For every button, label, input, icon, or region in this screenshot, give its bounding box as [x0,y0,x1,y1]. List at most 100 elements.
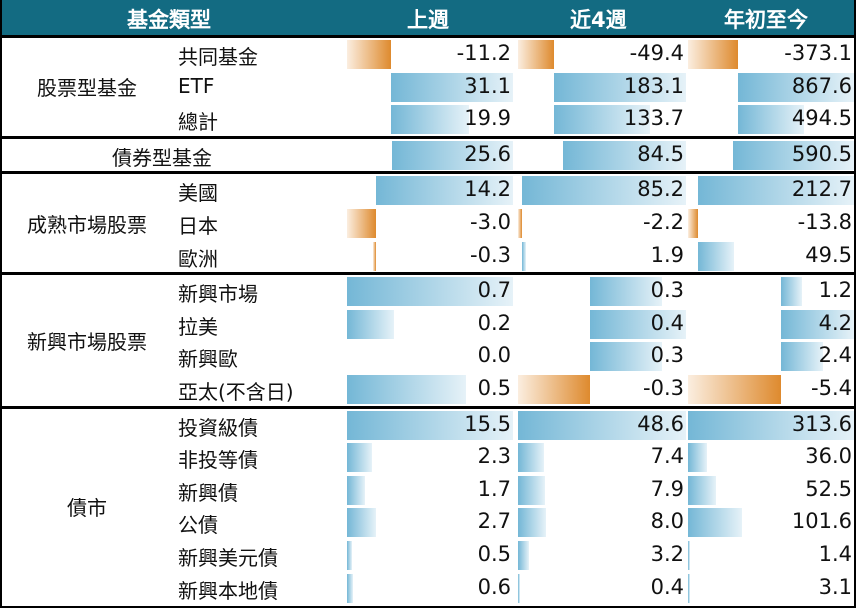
row-label: 歐洲 [178,246,218,271]
value-cell: -0.3 [347,241,513,271]
value-cell: 867.6 [688,72,854,102]
positive-data-bar [390,72,513,102]
value-text: 2.4 [818,343,852,368]
value-cell: 313.6 [688,410,854,440]
value-text: -11.2 [456,41,511,65]
positive-data-bar [347,573,354,603]
row-label: 非投等債 [178,448,258,473]
positive-data-bar [347,309,395,339]
value-cell: -3.0 [347,208,513,238]
value-text: 0.3 [650,343,684,368]
table-row: 投資級債 15.5 48.6 313.6 [2,409,854,442]
negative-data-bar [688,208,699,238]
positive-data-bar [375,176,513,206]
value-cell: -2.2 [518,208,686,238]
row-label: 新興債 [178,480,238,505]
table-row: 非投等債 2.3 7.4 36.0 [2,441,854,474]
value-text: 4.2 [818,310,852,335]
row-label: 公債 [178,513,218,538]
table-row: 債券型基金 25.6 84.5 590.5 [2,139,854,172]
value-cell: 52.5 [688,475,854,505]
row-label: 拉美 [178,314,218,339]
value-cell: 36.0 [688,443,854,473]
positive-data-bar [347,410,513,440]
row-label: 總計 [178,110,218,135]
value-text: 0.4 [650,310,684,335]
positive-data-bar [553,105,651,135]
value-cell: 494.5 [688,105,854,135]
positive-data-bar [737,105,805,135]
value-cell: 1.9 [518,241,686,271]
value-text: 52.5 [805,476,852,501]
value-text: 84.5 [637,141,684,166]
value-cell: 1.7 [347,475,513,505]
value-cell: 133.7 [518,105,686,135]
positive-data-bar [563,140,686,170]
value-cell: -11.2 [347,40,513,69]
table-row: 歐洲 -0.3 1.9 49.5 [2,240,854,273]
section: 股票型基金 共同基金 -11.2 -49.4 -373.1 ETF 31.1 183.1 867… [2,38,854,139]
value-cell: 7.9 [518,475,686,505]
header-ytd: 年初至今 [724,8,808,32]
positive-data-bar [347,508,376,538]
positive-data-bar [698,176,854,206]
row-label: 新興市場 [178,282,258,307]
value-text: 590.5 [791,141,852,166]
value-cell: 101.6 [688,508,854,538]
positive-data-bar [518,475,546,505]
value-text: 1.4 [818,541,852,566]
value-cell: 48.6 [518,410,686,440]
table-row: 公債 2.7 8.0 101.6 [2,506,854,539]
value-text: 313.6 [791,411,852,436]
positive-data-bar [590,342,662,372]
header-last-week: 上週 [407,8,449,32]
negative-data-bar [518,40,554,69]
positive-data-bar [688,410,854,440]
row-label: 新興本地債 [178,578,278,603]
section: 債市 投資級債 15.5 48.6 313.6 非投等債 2.3 7.4 36.0 新興債 1.7 7… [2,409,854,605]
table-header: 基金類型 上週 近4週 年初至今 [2,0,854,38]
value-text: 49.5 [805,242,852,267]
positive-data-bar [781,277,803,307]
positive-data-bar [347,540,353,570]
value-text: 0.5 [477,541,511,566]
row-label: 新興美元債 [178,545,278,570]
value-cell: 183.1 [518,72,686,102]
value-cell: 2.3 [347,443,513,473]
value-text: 0.0 [477,343,511,368]
value-cell: -13.8 [688,208,854,238]
value-cell: 3.2 [518,540,686,570]
positive-data-bar [522,241,526,271]
table-row: 新興債 1.7 7.9 52.5 [2,474,854,507]
table-row: 拉美 0.2 0.4 4.2 [2,308,854,341]
value-cell: 4.2 [688,309,854,339]
value-text: 101.6 [791,509,852,534]
positive-data-bar [347,443,372,473]
value-text: 1.7 [477,476,511,501]
table-body: 股票型基金 共同基金 -11.2 -49.4 -373.1 ETF 31.1 183.1 867… [2,38,854,604]
table-row: 日本 -3.0 -2.2 -13.8 [2,207,854,240]
row-label: 亞太(不含日) [178,379,294,404]
section-label: 新興市場股票 [27,329,147,354]
value-cell: 0.3 [518,277,686,307]
negative-data-bar [347,40,391,69]
section-label: 成熟市場股票 [27,212,147,237]
value-cell: 7.4 [518,443,686,473]
section-label: 股票型基金 [37,76,137,101]
table-row: 共同基金 -11.2 -49.4 -373.1 [2,38,854,71]
value-cell: 0.7 [347,277,513,307]
header-4-weeks: 近4週 [570,8,627,32]
value-cell: 0.4 [518,309,686,339]
value-cell: 84.5 [518,140,686,170]
value-cell: 0.4 [518,573,686,603]
value-text: 7.4 [650,444,684,469]
value-cell: 0.2 [347,309,513,339]
value-text: 1.9 [650,242,684,267]
row-label: 新興歐 [178,347,238,372]
row-label: 共同基金 [178,45,258,69]
value-cell: 3.1 [688,573,854,603]
value-text: 14.2 [464,177,511,202]
value-cell: 8.0 [518,508,686,538]
positive-data-bar [518,410,686,440]
table-row: 新興歐 0.0 0.3 2.4 [2,340,854,373]
